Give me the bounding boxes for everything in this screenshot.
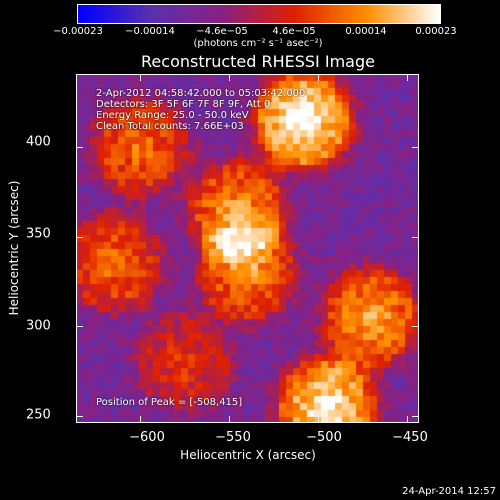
axis-tick-mark [139, 74, 141, 81]
energy-range-label: Energy Range: 25.0 - 50.0 keV [96, 110, 249, 121]
x-axis-label: Heliocentric X (arcsec) [180, 448, 316, 462]
y-tick-label: 250 [26, 407, 51, 423]
colorbar-tick-label: 0.00014 [345, 26, 387, 37]
colorbar [77, 4, 441, 24]
colorbar-tick-label: 4.6e−05 [272, 26, 316, 37]
colorbar-tick-label: −4.6e−05 [196, 26, 248, 37]
axis-tick-mark [412, 147, 419, 149]
colorbar-tick-label: −0.00014 [125, 26, 175, 37]
detectors-label: Detectors: 3F 5F 6F 7F 8F 9F, Att 0 [96, 99, 271, 110]
axis-tick-mark [406, 74, 408, 81]
x-tick-label: −450 [392, 430, 428, 445]
axis-tick-mark [228, 416, 230, 423]
colorbar-unit-label: (photons cm⁻² s⁻¹ asec⁻²) [193, 38, 323, 49]
axis-tick-mark [412, 326, 419, 328]
x-tick-label: −550 [215, 430, 251, 445]
plot-timestamp: 24-Apr-2014 12:57 [402, 486, 496, 497]
x-tick-label: −500 [306, 430, 342, 445]
axis-tick-mark [76, 415, 83, 417]
axis-tick-mark [76, 147, 83, 149]
observation-time-range: 2-Apr-2012 04:58:42.000 to 05:03:42.000 [96, 88, 306, 99]
colorbar-tick-label: 0.00023 [415, 26, 457, 37]
axis-tick-mark [139, 416, 141, 423]
axis-tick-mark [412, 236, 419, 238]
y-tick-label: 300 [26, 318, 51, 334]
heatmap-plot-area [76, 74, 419, 423]
heatmap-image [76, 74, 419, 423]
colorbar-tick-label: −0.00023 [53, 26, 103, 37]
axis-tick-mark [412, 415, 419, 417]
y-tick-label: 350 [26, 226, 51, 242]
chart-title: Reconstructed RHESSI Image [141, 52, 375, 71]
algorithm-counts-label: Clean Total counts: 7.66E+03 [96, 121, 244, 132]
y-tick-label: 400 [26, 134, 51, 150]
axis-tick-mark [76, 236, 83, 238]
peak-position-label: Position of Peak = [-508,415] [96, 397, 243, 408]
axis-tick-mark [317, 416, 319, 423]
axis-tick-mark [228, 74, 230, 81]
axis-tick-mark [317, 74, 319, 81]
axis-tick-mark [406, 416, 408, 423]
x-tick-label: −600 [129, 430, 165, 445]
axis-tick-mark [76, 326, 83, 328]
y-axis-label: Heliocentric Y (arcsec) [7, 180, 21, 316]
